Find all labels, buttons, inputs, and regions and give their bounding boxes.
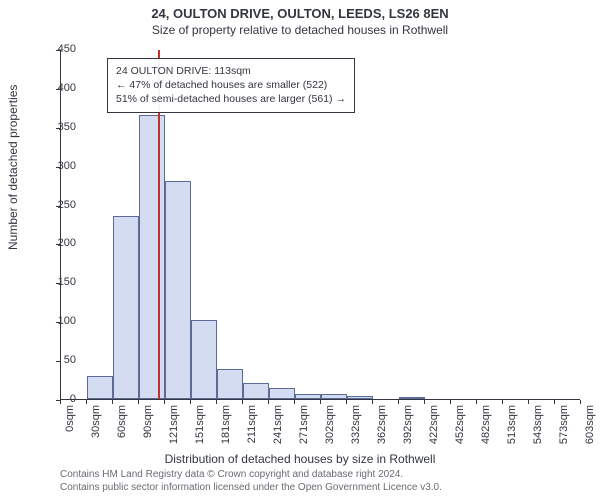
chart-title-line2: Size of property relative to detached ho… xyxy=(0,23,600,37)
x-tick-label: 422sqm xyxy=(428,405,440,449)
x-tick-mark xyxy=(372,400,373,404)
x-tick-mark xyxy=(268,400,269,404)
x-tick-mark xyxy=(86,400,87,404)
x-tick-mark xyxy=(242,400,243,404)
histogram-bar xyxy=(295,394,321,399)
x-tick-label: 332sqm xyxy=(350,405,362,449)
histogram-bar xyxy=(269,388,295,399)
annotation-box: 24 OULTON DRIVE: 113sqm ← 47% of detache… xyxy=(107,58,355,113)
x-tick-label: 60sqm xyxy=(116,405,128,449)
histogram-bar xyxy=(191,320,217,399)
histogram-bar xyxy=(139,115,165,399)
x-tick-mark xyxy=(424,400,425,404)
footnote: Contains HM Land Registry data © Crown c… xyxy=(60,468,442,494)
x-tick-label: 543sqm xyxy=(532,405,544,449)
x-tick-mark xyxy=(580,400,581,404)
histogram-bar xyxy=(399,397,425,399)
footnote-line1: Contains HM Land Registry data © Crown c… xyxy=(60,468,442,481)
x-tick-mark xyxy=(476,400,477,404)
x-tick-label: 151sqm xyxy=(194,405,206,449)
x-tick-mark xyxy=(138,400,139,404)
x-tick-mark xyxy=(216,400,217,404)
x-tick-label: 211sqm xyxy=(246,405,258,449)
x-tick-label: 573sqm xyxy=(558,405,570,449)
x-tick-label: 181sqm xyxy=(220,405,232,449)
x-tick-mark xyxy=(554,400,555,404)
x-tick-label: 392sqm xyxy=(402,405,414,449)
annotation-line2: ← 47% of detached houses are smaller (52… xyxy=(116,78,346,92)
x-tick-label: 302sqm xyxy=(324,405,336,449)
y-axis-label: Number of detached properties xyxy=(6,85,20,250)
x-tick-mark xyxy=(528,400,529,404)
plot-area: 24 OULTON DRIVE: 113sqm ← 47% of detache… xyxy=(60,50,580,400)
x-tick-label: 241sqm xyxy=(272,405,284,449)
x-tick-mark xyxy=(450,400,451,404)
histogram-bar xyxy=(243,383,269,399)
x-tick-mark xyxy=(60,400,61,404)
x-tick-label: 603sqm xyxy=(584,405,596,449)
x-tick-label: 30sqm xyxy=(90,405,102,449)
chart-container: 24, OULTON DRIVE, OULTON, LEEDS, LS26 8E… xyxy=(0,0,600,500)
title-block: 24, OULTON DRIVE, OULTON, LEEDS, LS26 8E… xyxy=(0,6,600,37)
x-tick-label: 271sqm xyxy=(298,405,310,449)
footnote-line2: Contains public sector information licen… xyxy=(60,481,442,494)
histogram-bar xyxy=(217,369,243,399)
histogram-bar xyxy=(321,394,347,399)
x-tick-label: 482sqm xyxy=(480,405,492,449)
x-tick-label: 513sqm xyxy=(506,405,518,449)
histogram-bar xyxy=(113,216,139,399)
annotation-line1: 24 OULTON DRIVE: 113sqm xyxy=(116,64,346,78)
histogram-bar xyxy=(87,376,113,399)
x-tick-mark xyxy=(398,400,399,404)
x-tick-mark xyxy=(294,400,295,404)
x-tick-mark xyxy=(164,400,165,404)
chart-title-line1: 24, OULTON DRIVE, OULTON, LEEDS, LS26 8E… xyxy=(0,6,600,21)
x-tick-mark xyxy=(320,400,321,404)
x-tick-label: 362sqm xyxy=(376,405,388,449)
x-tick-mark xyxy=(346,400,347,404)
x-tick-label: 452sqm xyxy=(454,405,466,449)
x-tick-mark xyxy=(502,400,503,404)
x-tick-label: 121sqm xyxy=(168,405,180,449)
x-tick-label: 0sqm xyxy=(64,405,76,449)
x-tick-mark xyxy=(190,400,191,404)
histogram-bar xyxy=(165,181,191,399)
x-tick-label: 90sqm xyxy=(142,405,154,449)
histogram-bar xyxy=(347,396,373,399)
x-axis-label: Distribution of detached houses by size … xyxy=(0,452,600,466)
x-tick-mark xyxy=(112,400,113,404)
annotation-line3: 51% of semi-detached houses are larger (… xyxy=(116,92,346,106)
